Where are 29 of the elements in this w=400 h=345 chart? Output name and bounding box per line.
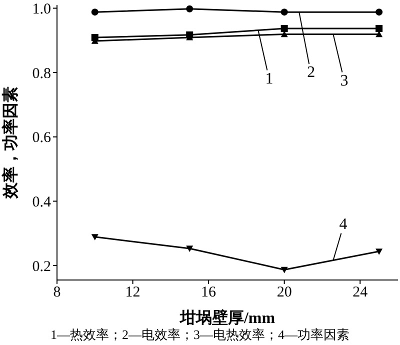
- point: [376, 24, 383, 32]
- point: [280, 8, 288, 16]
- x-tick-label: 20: [276, 284, 292, 301]
- x-axis-title: 坩埚壁厚/mm: [178, 309, 276, 327]
- text: 2: [307, 64, 316, 82]
- y-tick-label: 1.0: [32, 2, 51, 18]
- y-tick-label: 0.4: [32, 194, 52, 211]
- point: [91, 234, 98, 240]
- point: [376, 8, 383, 16]
- x-tick-label: 16: [201, 284, 217, 301]
- x-tick-label: 24: [352, 284, 368, 301]
- point: [186, 246, 194, 252]
- series-label: 4: [339, 216, 348, 234]
- point: [280, 30, 288, 38]
- text: 1—热效率；2—电效率；3—电热效率；4—功率因素: [50, 326, 350, 344]
- x-tick-label: 8: [53, 284, 61, 301]
- point: [280, 24, 288, 32]
- point: [91, 8, 98, 16]
- text: 1: [265, 70, 274, 88]
- point: [280, 266, 288, 274]
- y-axis-title: 效率，功率因素: [0, 86, 20, 200]
- y-tick-label: 0.6: [32, 130, 52, 146]
- point: [376, 30, 383, 38]
- y-tick-label: 0.8: [32, 66, 51, 82]
- point: [186, 5, 194, 12]
- x-tick-label: 12: [125, 284, 140, 301]
- y-tick-label: 0.2: [32, 258, 51, 275]
- legend-label: 3: [340, 72, 348, 90]
- point: [376, 248, 383, 255]
